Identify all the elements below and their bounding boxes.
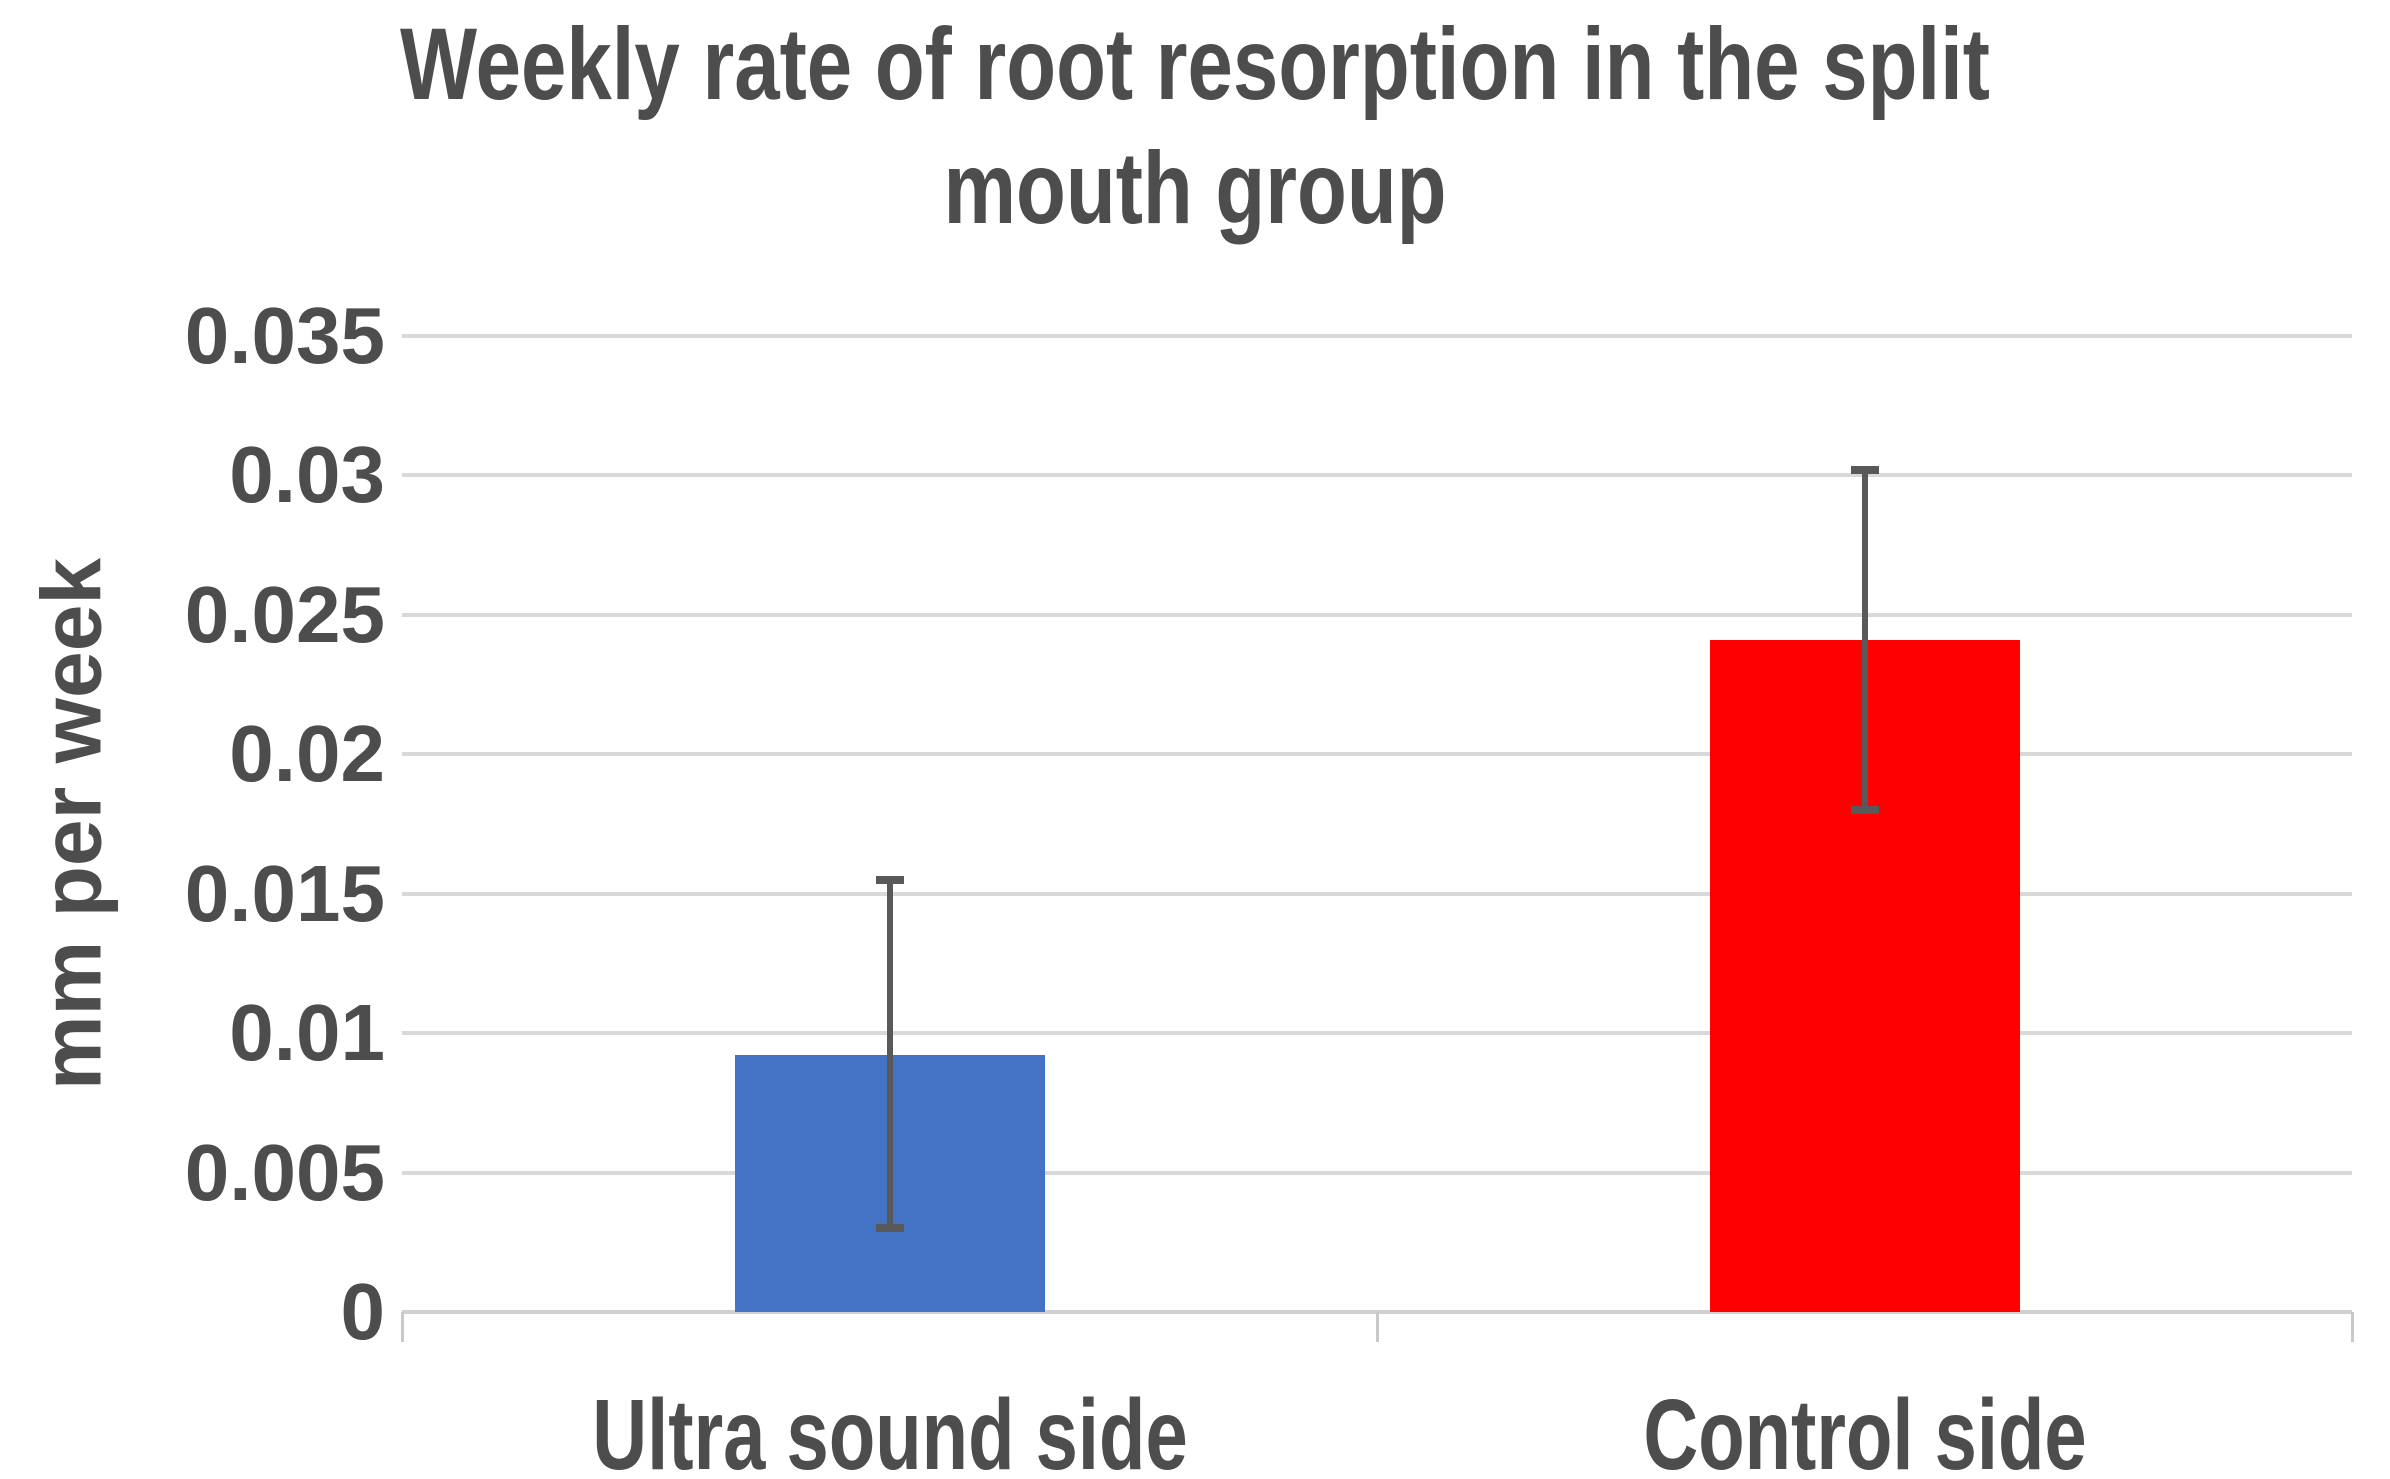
x-axis-tick [2350, 1312, 2354, 1342]
y-tick-label: 0 [340, 1267, 386, 1356]
x-axis-tick [400, 1312, 404, 1342]
y-tick-label: 0.015 [184, 848, 385, 938]
gridline [402, 891, 2352, 896]
gridline [402, 334, 2352, 338]
chart-title-line-1: Weekly rate of root resorption in the sp… [400, 7, 1990, 121]
y-tick-label: 0.02 [229, 709, 385, 799]
chart-title: Weekly rate of root resorption in the sp… [0, 2, 2390, 250]
error-bar-cap-top-control-side [1850, 465, 1879, 474]
x-category-label-ultra-sound-side: Ultra sound side [591, 1379, 1188, 1479]
y-tick-label: 0.035 [184, 291, 385, 380]
error-bar-cap-top-ultra-sound-side [875, 875, 904, 884]
gridline [402, 612, 2352, 617]
gridline [402, 473, 2352, 478]
error-bar-cap-bottom-control-side [1850, 806, 1879, 815]
x-category-label-control-side: Control side [1642, 1379, 2087, 1479]
gridline [402, 1170, 2352, 1175]
gridline [402, 752, 2352, 757]
error-bar-ultra-sound-side [886, 879, 893, 1229]
y-tick-label: 0.025 [184, 569, 385, 659]
error-bar-cap-bottom-ultra-sound-side [875, 1224, 904, 1233]
y-tick-label: 0.01 [229, 988, 385, 1078]
gridline [402, 1031, 2352, 1036]
y-tick-label: 0.005 [184, 1127, 385, 1217]
chart-title-line-2: mouth group [943, 131, 1447, 245]
error-bar-control-side [1861, 469, 1868, 811]
y-tick-label: 0.03 [229, 430, 385, 520]
x-axis-tick [1375, 1312, 1379, 1342]
